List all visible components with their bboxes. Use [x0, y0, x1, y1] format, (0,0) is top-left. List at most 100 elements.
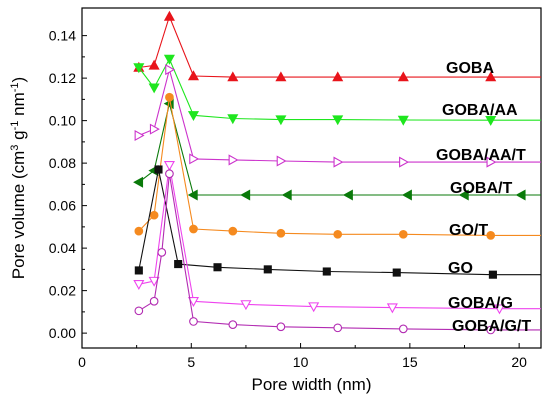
y-axis-title-superscript: -1	[9, 82, 21, 92]
data-point	[149, 296, 159, 306]
y-tick-label: 0.04	[49, 240, 76, 256]
x-tick-label: 20	[511, 354, 527, 370]
data-point	[392, 268, 401, 277]
data-point	[149, 123, 160, 135]
y-axis-title-part: g	[9, 130, 28, 144]
data-point	[276, 322, 286, 332]
data-point	[189, 317, 198, 326]
y-axis-title-part: nm	[9, 92, 28, 120]
axis-ticks: 0 5 10 15 20 0.00 0.02 0.04 0.06 0.08 0.10 0.12 0.14	[49, 28, 527, 370]
data-point	[308, 302, 320, 313]
series-layer	[133, 10, 541, 335]
x-tick-label: 5	[187, 354, 195, 370]
plot-frame	[81, 7, 542, 349]
y-axis-title-part: )	[9, 77, 28, 83]
data-point	[332, 115, 344, 126]
series-line	[138, 97, 541, 236]
data-point	[227, 71, 239, 82]
y-axis-title-superscript: -1	[9, 121, 21, 131]
data-point	[133, 176, 144, 188]
data-point	[397, 71, 409, 82]
data-point	[134, 306, 144, 316]
data-point	[134, 226, 144, 236]
data-point	[488, 270, 497, 279]
data-point	[165, 92, 174, 102]
data-point	[163, 10, 175, 21]
data-point	[281, 189, 292, 201]
data-point	[154, 165, 163, 174]
y-axis-title-superscript: 3	[9, 145, 21, 151]
x-tick-label: 10	[293, 354, 309, 370]
y-tick-label: 0.12	[49, 70, 76, 86]
data-point	[163, 161, 175, 171]
y-tick-label: 0.08	[49, 155, 76, 171]
series-line	[138, 14, 541, 78]
series-label: GO/T	[449, 222, 488, 239]
y-tick-label: 0.10	[49, 113, 76, 129]
data-point	[148, 83, 160, 94]
data-point	[240, 300, 252, 311]
data-point	[213, 263, 222, 272]
y-tick-label: 0.00	[49, 325, 76, 341]
y-tick-label: 0.14	[49, 28, 76, 44]
data-point	[386, 303, 398, 314]
data-point	[333, 229, 343, 239]
data-point	[134, 266, 143, 275]
data-point	[342, 189, 353, 201]
y-tick-label: 0.02	[49, 283, 76, 299]
data-point	[486, 231, 496, 240]
data-point	[397, 115, 409, 126]
series-go-t	[134, 92, 541, 240]
data-point	[133, 63, 145, 74]
y-axis-title: Pore volume (cm3 g-1 nm-1)	[9, 77, 28, 279]
data-point	[515, 189, 526, 201]
data-point	[134, 129, 145, 142]
data-point	[333, 156, 344, 168]
data-point	[163, 54, 175, 65]
series-goba-aa-t	[134, 64, 541, 168]
data-point	[486, 325, 496, 335]
data-point	[165, 169, 174, 179]
series-labels: GOBA GOBA/AA GOBA/AA/T GOBA/T GO/T GO GOBA/G GO…	[436, 60, 531, 335]
data-point	[187, 111, 200, 122]
data-point	[275, 115, 287, 126]
data-point	[276, 155, 287, 167]
data-point	[398, 324, 408, 334]
data-point	[228, 154, 239, 166]
data-point	[401, 189, 412, 201]
series-label: GO	[448, 260, 473, 277]
series-label: GOBA/AA/T	[436, 147, 526, 164]
series-goba-g	[133, 161, 541, 315]
data-point	[276, 228, 286, 238]
data-point	[228, 320, 238, 329]
data-point	[187, 189, 198, 201]
data-point	[133, 280, 145, 290]
data-point	[189, 224, 198, 234]
data-point	[149, 210, 159, 220]
data-point	[157, 248, 167, 257]
data-point	[165, 64, 176, 76]
plot-border	[81, 7, 542, 349]
y-tick-label: 0.06	[49, 198, 76, 214]
y-axis-title-part: Pore volume (cm	[9, 151, 28, 279]
data-point	[485, 115, 497, 126]
data-point	[485, 71, 497, 82]
data-point	[240, 189, 251, 201]
data-point	[398, 229, 408, 239]
data-point	[333, 323, 343, 333]
data-point	[148, 276, 160, 287]
series-label: GOBA/AA	[442, 102, 518, 119]
data-point	[189, 153, 200, 165]
data-point	[148, 59, 160, 70]
data-point	[458, 189, 469, 201]
x-tick-label: 15	[402, 354, 418, 370]
data-point	[275, 71, 287, 82]
x-axis-title: Pore width (nm)	[252, 375, 372, 394]
data-point	[174, 260, 183, 269]
series-line	[138, 67, 541, 163]
data-point	[332, 71, 344, 82]
data-point	[187, 297, 200, 307]
series-label: GOBA/T	[450, 180, 512, 197]
series-label: GOBA/G/T	[452, 318, 531, 335]
